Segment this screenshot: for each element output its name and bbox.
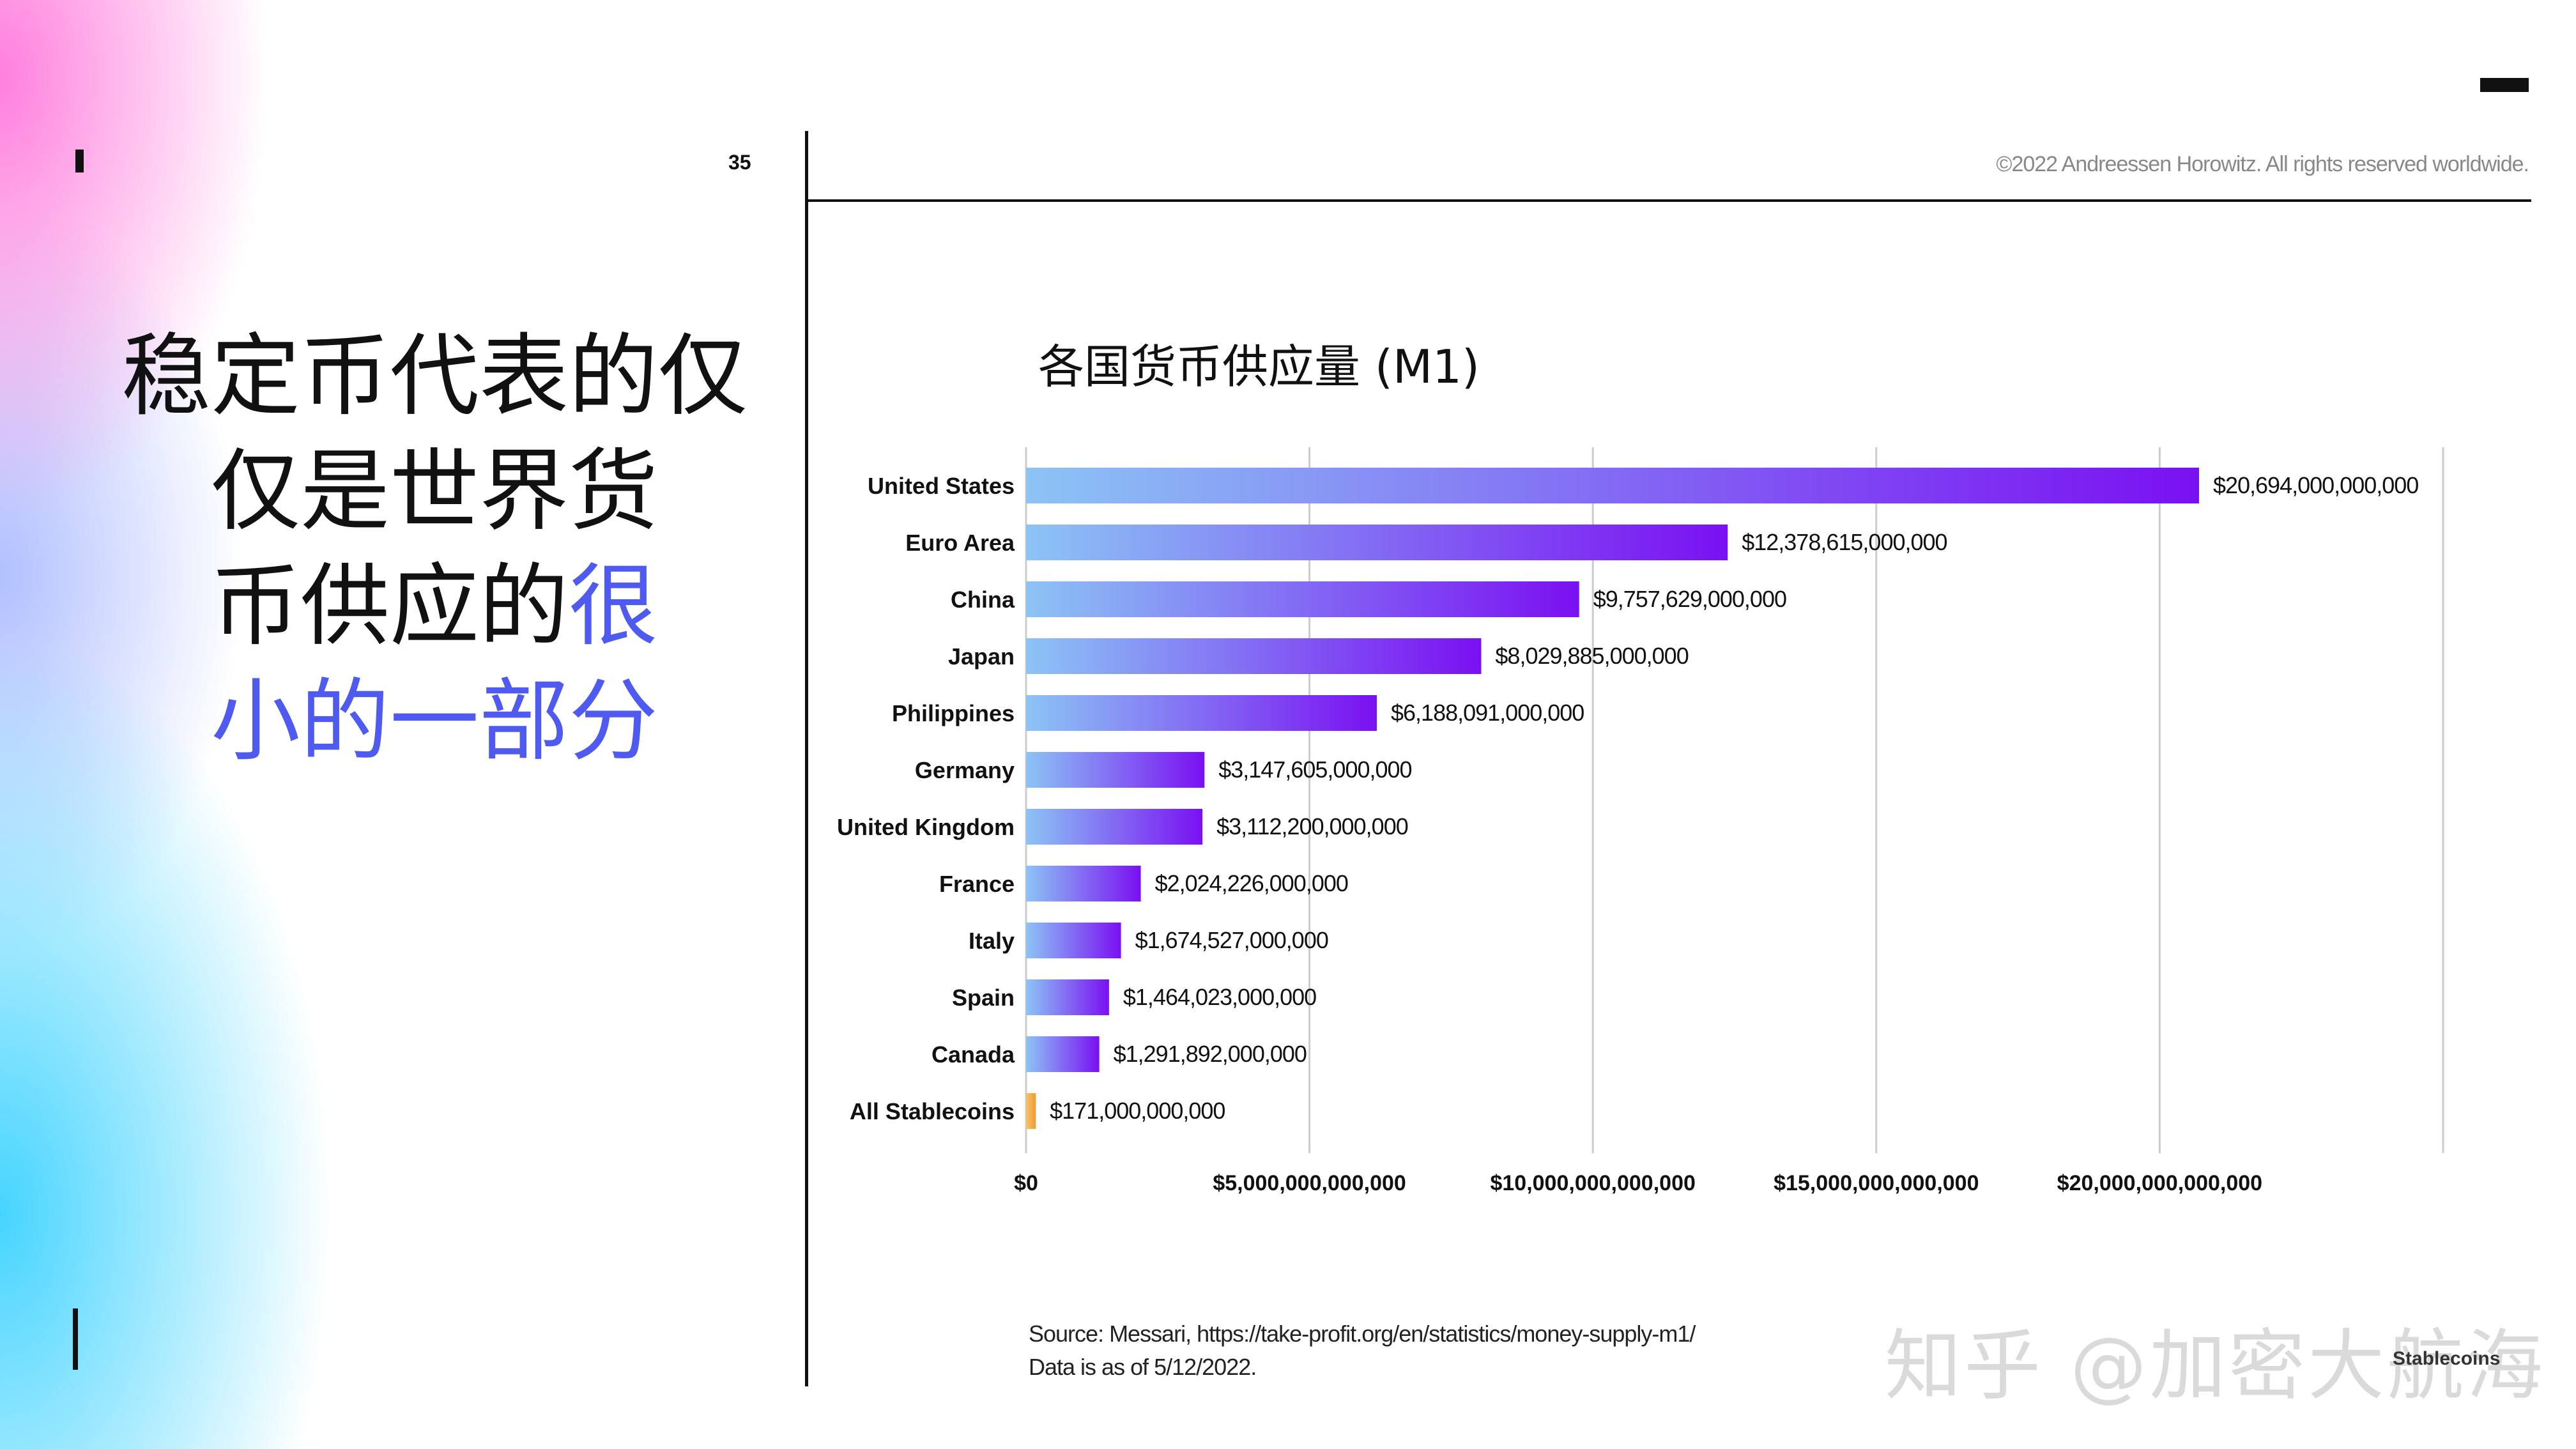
headline-line-4-highlight: 小的一部分 bbox=[210, 670, 658, 774]
value-label: $8,029,885,000,000 bbox=[1495, 643, 1688, 669]
bar-china bbox=[1026, 581, 1579, 617]
category-label: All Stablecoins bbox=[850, 1098, 1015, 1124]
category-label: Philippines bbox=[892, 700, 1015, 726]
category-label: Euro Area bbox=[905, 530, 1015, 556]
value-label: $3,147,605,000,000 bbox=[1218, 756, 1411, 783]
bottom-tick-mark bbox=[73, 1308, 78, 1370]
bar-germany bbox=[1026, 752, 1205, 788]
x-tick-label: $15,000,000,000,000 bbox=[1774, 1171, 1979, 1195]
bar-united-states bbox=[1026, 468, 2199, 503]
value-label: $2,024,226,000,000 bbox=[1155, 870, 1348, 896]
top-tick-mark bbox=[75, 150, 84, 172]
value-label: $3,112,200,000,000 bbox=[1216, 813, 1408, 839]
x-tick-label: $10,000,000,000,000 bbox=[1490, 1171, 1695, 1195]
bar-euro-area bbox=[1026, 525, 1728, 560]
bar-spain bbox=[1026, 979, 1109, 1015]
value-label: $1,291,892,000,000 bbox=[1114, 1041, 1307, 1067]
value-label: $171,000,000,000 bbox=[1050, 1098, 1225, 1124]
chart-title: 各国货币供应量 (M1) bbox=[1038, 340, 1480, 394]
category-label: Japan bbox=[948, 643, 1015, 670]
x-tick-label: $5,000,000,000,000 bbox=[1213, 1171, 1406, 1195]
bar-philippines bbox=[1026, 695, 1377, 731]
category-label: United Kingdom bbox=[837, 814, 1015, 840]
slide-headline: 稳定币代表的仅 仅是世界货 币供应的很 小的一部分 bbox=[121, 319, 747, 779]
value-label: $12,378,615,000,000 bbox=[1742, 529, 1947, 555]
chart-value-labels: $20,694,000,000,000 $12,378,615,000,000 $9… bbox=[1050, 472, 2419, 1124]
bar-canada bbox=[1026, 1036, 1100, 1072]
bar-united-kingdom bbox=[1026, 809, 1203, 845]
horizontal-divider bbox=[806, 199, 2531, 202]
corner-bar bbox=[2480, 78, 2529, 92]
value-label: $1,464,023,000,000 bbox=[1123, 984, 1316, 1010]
bar-france bbox=[1026, 866, 1141, 901]
chart-category-labels: United States Euro Area China Japan Philippi… bbox=[837, 473, 1015, 1124]
chart-bars bbox=[1026, 468, 2199, 1129]
bar-japan bbox=[1026, 638, 1482, 674]
x-tick-label: $20,000,000,000,000 bbox=[2057, 1171, 2262, 1195]
value-label: $6,188,091,000,000 bbox=[1391, 700, 1584, 726]
category-label: Spain bbox=[952, 985, 1015, 1011]
headline-line-2: 仅是世界货 bbox=[210, 440, 658, 544]
category-label: Italy bbox=[969, 928, 1015, 954]
headline-line-3-dark: 币供应的 bbox=[210, 555, 569, 659]
copyright-notice: ©2022 Andreessen Horowitz. All rights re… bbox=[1996, 152, 2529, 176]
bar-italy bbox=[1026, 923, 1121, 958]
value-label: $9,757,629,000,000 bbox=[1593, 586, 1786, 612]
source-line-2: Data is as of 5/12/2022. bbox=[1029, 1354, 1257, 1380]
watermark: 知乎 @加密大航海 bbox=[1885, 1322, 2546, 1411]
category-label: Canada bbox=[931, 1041, 1015, 1068]
headline-line-3: 币供应的很 bbox=[121, 549, 747, 664]
category-label: France bbox=[939, 871, 1015, 897]
headline-line-1: 稳定币代表的仅 bbox=[121, 325, 748, 429]
category-label: Germany bbox=[915, 757, 1015, 783]
gradient-background bbox=[0, 0, 806, 1449]
vertical-divider bbox=[805, 131, 808, 1386]
category-label: United States bbox=[868, 473, 1015, 499]
value-label: $20,694,000,000,000 bbox=[2213, 472, 2418, 498]
bar-all-stablecoins bbox=[1026, 1093, 1036, 1129]
chart-gridlines bbox=[1025, 447, 2444, 1153]
bar-chart: United States Euro Area China Japan Philippi… bbox=[837, 447, 2444, 1195]
value-label: $1,674,527,000,000 bbox=[1135, 927, 1328, 953]
category-label: China bbox=[951, 586, 1015, 613]
x-tick-label: $0 bbox=[1014, 1171, 1038, 1195]
chart-x-tick-labels: $0 $5,000,000,000,000 $10,000,000,000,000 $… bbox=[1014, 1171, 2262, 1195]
source-note: Source: Messari, https://take-profit.org… bbox=[1029, 1317, 1696, 1384]
source-line-1: Source: Messari, https://take-profit.org… bbox=[1029, 1321, 1696, 1347]
page-number: 35 bbox=[728, 151, 751, 174]
headline-line-3-highlight: 很 bbox=[569, 555, 659, 659]
corner-label: Stablecoins bbox=[2393, 1348, 2501, 1369]
